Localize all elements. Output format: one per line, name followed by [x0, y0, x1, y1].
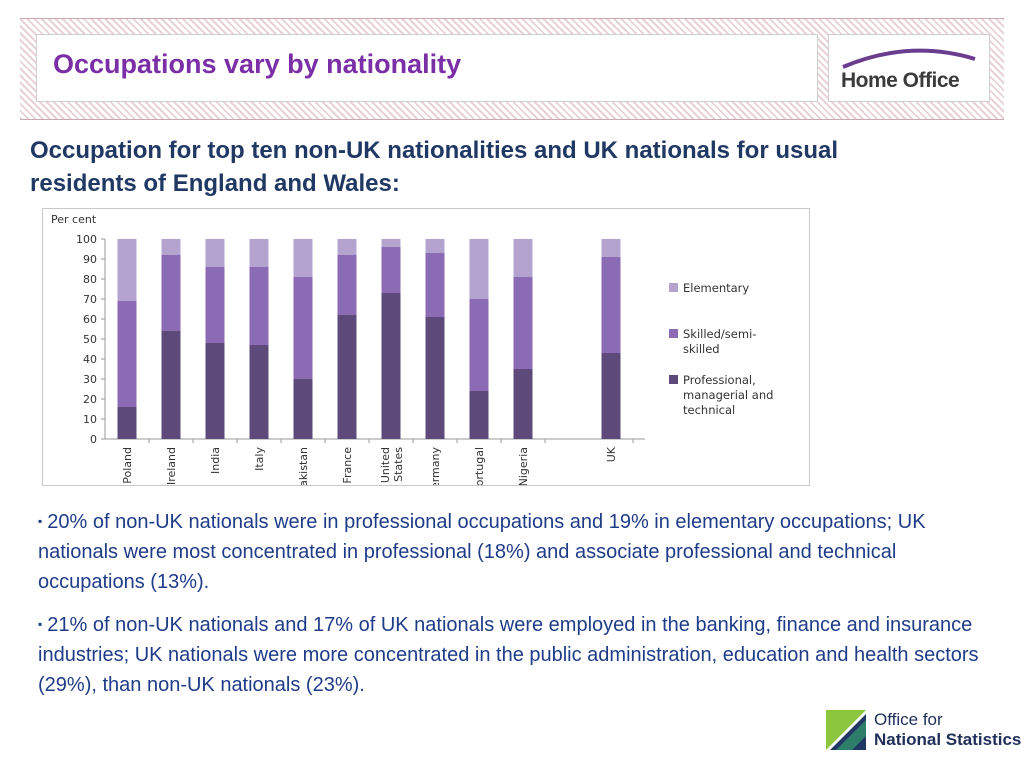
bar-segment	[205, 343, 225, 439]
bullet-text: 20% of non-UK nationals were in professi…	[38, 511, 926, 593]
bullet-list: ▪ 20% of non-UK nationals were in profess…	[38, 506, 988, 712]
home-office-logo-text: Home Office	[841, 69, 960, 92]
home-office-arc-icon	[842, 48, 976, 69]
stacked-bar-chart: Per cent 0 10 20 30 40 50 60 70 80 90 100 Poland Irel…	[51, 213, 773, 485]
chart-subtitle: Occupation for top ten non-UK nationalit…	[30, 137, 839, 197]
y-tick-label: 40	[83, 353, 97, 366]
y-tick-label: 20	[83, 393, 97, 406]
bar-segment	[117, 407, 137, 439]
legend-swatch	[669, 329, 678, 338]
x-tick-label: Portugal	[473, 447, 486, 485]
ons-logo-icon	[826, 710, 866, 750]
legend-label: Professional,	[683, 373, 756, 387]
legend-label: skilled	[683, 342, 720, 356]
title-panel: Occupations vary by nationality	[36, 34, 818, 102]
y-tick-label: 70	[83, 293, 97, 306]
chart-container: Per cent 0 10 20 30 40 50 60 70 80 90 100 Poland Irel…	[42, 208, 810, 486]
bullet-item: ▪ 21% of non-UK nationals and 17% of UK n…	[38, 609, 988, 700]
bar-segment	[469, 391, 489, 439]
bar-segment	[381, 247, 401, 293]
x-tick-label: Italy	[253, 447, 266, 471]
x-tick-label: France	[341, 447, 354, 484]
bullet-marker: ▪	[38, 514, 43, 528]
bar-segment	[381, 239, 401, 247]
x-tick-label: Poland	[121, 447, 134, 484]
bar-segment	[205, 267, 225, 343]
bar-segment	[513, 277, 533, 369]
bar-segment	[293, 239, 313, 277]
x-tick-label: United	[379, 447, 392, 483]
y-tick-label: 0	[90, 433, 97, 446]
bar-segment	[425, 239, 445, 253]
legend-label: Skilled/semi-	[683, 327, 756, 341]
bullet-marker: ▪	[38, 617, 43, 631]
bar-segment	[513, 369, 533, 439]
bar-segment	[469, 299, 489, 391]
bar-segment	[249, 267, 269, 345]
legend-label: managerial and	[683, 388, 773, 402]
bar-segment	[205, 239, 225, 267]
x-tick-label: Nigeria	[517, 447, 530, 485]
bar-segment	[161, 255, 181, 331]
y-tick-label: 50	[83, 333, 97, 346]
bar-segment	[337, 315, 357, 439]
bar-segment	[293, 277, 313, 379]
x-tick-label: India	[209, 447, 222, 474]
bar-segment	[161, 331, 181, 439]
ons-line-1: Office for	[874, 710, 943, 729]
x-tick-label: Ireland	[165, 447, 178, 485]
legend-label: technical	[683, 403, 735, 417]
bar-segment	[425, 253, 445, 317]
y-tick-label: 90	[83, 253, 97, 266]
ons-logo-text: Office for National Statistics	[874, 710, 1021, 750]
ons-line-2: National Statistics	[874, 730, 1022, 749]
bar-segment	[161, 239, 181, 255]
bar-segment	[249, 239, 269, 267]
bar-segment	[293, 379, 313, 439]
y-tick-label: 30	[83, 373, 97, 386]
bar-segment	[469, 239, 489, 299]
bar-segment	[513, 239, 533, 277]
bar-segment	[337, 239, 357, 255]
bar-segment	[337, 255, 357, 315]
bar-segment	[117, 301, 137, 407]
x-tick-label: Pakistan	[297, 447, 310, 485]
bullet-item: ▪ 20% of non-UK nationals were in profess…	[38, 506, 988, 597]
y-axis-label: Per cent	[51, 213, 97, 226]
home-office-logo: Home Office	[828, 34, 990, 102]
legend-swatch	[669, 375, 678, 384]
legend-label: Elementary	[683, 281, 749, 295]
bar-segment	[601, 257, 621, 353]
x-tick-label: States	[392, 447, 405, 482]
y-tick-label: 100	[76, 233, 97, 246]
bar-segment	[601, 239, 621, 257]
bullet-text: 21% of non-UK nationals and 17% of UK na…	[38, 614, 979, 696]
bar-segment	[425, 317, 445, 439]
x-tick-label: UK	[605, 446, 618, 462]
bar-segment	[117, 239, 137, 301]
bar-segment	[601, 353, 621, 439]
bar-segment	[381, 293, 401, 439]
bar-segment	[249, 345, 269, 439]
slide-title: Occupations vary by nationality	[53, 49, 462, 79]
y-tick-label: 60	[83, 313, 97, 326]
y-tick-label: 80	[83, 273, 97, 286]
legend-swatch	[669, 283, 678, 292]
x-tick-label: Germany	[429, 447, 442, 485]
y-tick-label: 10	[83, 413, 97, 426]
